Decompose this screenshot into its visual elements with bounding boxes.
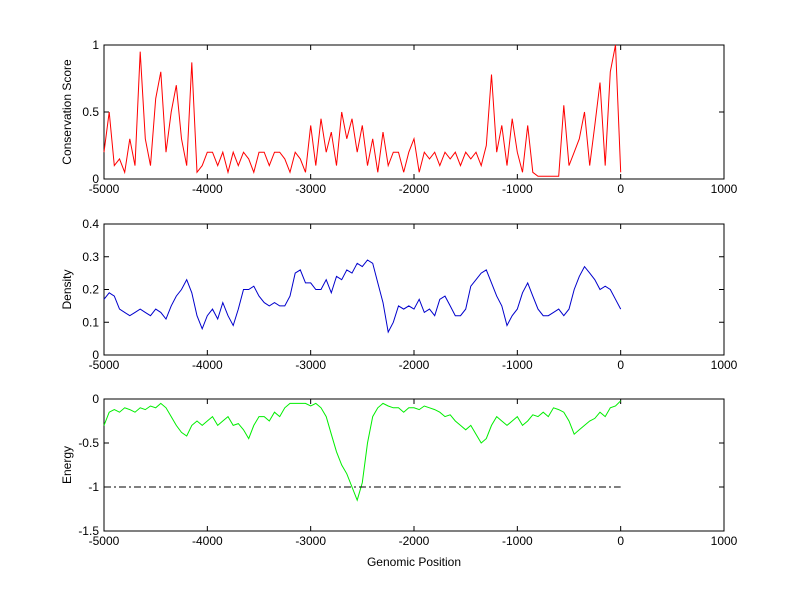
y-tick-label: -0.5: [78, 436, 99, 450]
x-tick-label: -5000: [89, 182, 120, 196]
x-tick-label: -2000: [399, 358, 430, 372]
y-tick-label: -1.5: [78, 524, 99, 538]
y-tick-label: 0: [92, 172, 99, 186]
data-line: [103, 44, 622, 177]
y-tick-label: -1: [88, 480, 99, 494]
y-axis-label: Density: [60, 269, 74, 309]
y-axis-label: Conservation Score: [60, 59, 74, 165]
x-tick-label: -1000: [502, 358, 533, 372]
x-tick-label: -4000: [192, 358, 223, 372]
x-tick-label: 0: [617, 182, 624, 196]
x-tick-label: -3000: [295, 182, 326, 196]
y-axis-label: Energy: [60, 446, 74, 484]
x-tick-label: 1000: [711, 182, 738, 196]
x-tick-label: -2000: [399, 182, 430, 196]
x-tick-label: 0: [617, 358, 624, 372]
x-tick-label: -1000: [502, 534, 533, 548]
x-tick-label: -1000: [502, 182, 533, 196]
plot-area: [103, 223, 725, 356]
y-tick-label: 0.3: [82, 250, 99, 264]
plot-area: [103, 44, 725, 180]
x-tick-label: -4000: [192, 534, 223, 548]
y-tick-label: 0.4: [82, 217, 99, 231]
y-tick-label: 1: [92, 38, 99, 52]
x-tick-label: -3000: [295, 534, 326, 548]
data-line: [103, 400, 622, 502]
y-tick-label: 0.5: [82, 105, 99, 119]
x-axis-label: Genomic Position: [367, 555, 461, 569]
y-tick-label: 0.1: [82, 315, 99, 329]
y-tick-label: 0.2: [82, 283, 99, 297]
x-tick-label: 0: [617, 534, 624, 548]
x-tick-label: -3000: [295, 358, 326, 372]
plot-area: [103, 398, 725, 532]
x-tick-label: -5000: [89, 358, 120, 372]
x-tick-label: -5000: [89, 534, 120, 548]
x-tick-label: 1000: [711, 534, 738, 548]
y-tick-label: 0: [92, 348, 99, 362]
data-line: [103, 259, 622, 334]
x-tick-label: -2000: [399, 534, 430, 548]
x-tick-label: 1000: [711, 358, 738, 372]
x-tick-label: -4000: [192, 182, 223, 196]
y-tick-label: 0: [92, 392, 99, 406]
